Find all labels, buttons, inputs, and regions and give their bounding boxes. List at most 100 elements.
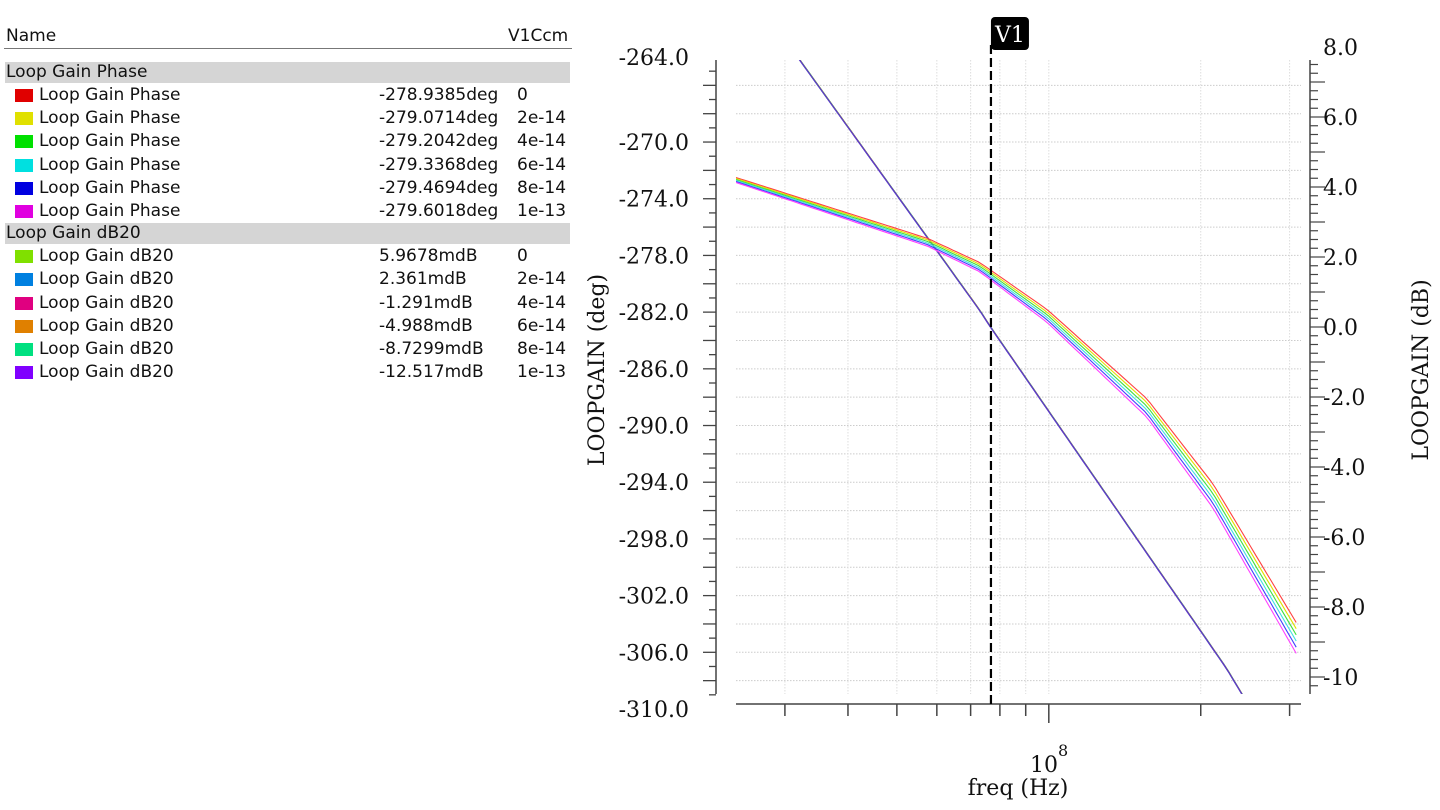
color-swatch [15, 89, 33, 102]
signal-value: 2.361mdB [379, 269, 467, 290]
left-tick-label: -290.0 [619, 415, 689, 440]
signal-value: -278.9385deg [379, 85, 499, 105]
right-axis-title: LOOPGAIN (dB) [1409, 279, 1434, 460]
legend-row[interactable]: Loop Gain Phase -279.0714deg 2e-14 [0, 107, 580, 130]
phase-curve [736, 179, 1297, 642]
signal-name: Loop Gain Phase [39, 108, 181, 129]
param-value: 1e-13 [517, 362, 567, 383]
phase-curve [736, 176, 1297, 623]
signal-name: Loop Gain dB20 [39, 362, 174, 383]
x-tick-label: 108 [1030, 741, 1068, 778]
signal-value: -279.3368deg [379, 154, 499, 175]
left-tick-label: -274.0 [619, 188, 689, 213]
signal-name: Loop Gain dB20 [39, 315, 174, 336]
legend-row[interactable]: Loop Gain Phase -279.2042deg 4e-14 [0, 130, 580, 153]
left-axis-title: LOOPGAIN (deg) [585, 274, 610, 466]
legend-row[interactable]: Loop Gain dB20 2.361mdB 2e-14 [0, 268, 580, 291]
signal-value: -279.4694deg [379, 177, 499, 198]
left-tick-label: -270.0 [619, 131, 689, 156]
name-column-header[interactable]: Name [6, 26, 57, 46]
param-value: 0 [517, 85, 528, 105]
marker-label-box[interactable] [990, 17, 1029, 50]
right-tick-label: -2.0 [1323, 386, 1365, 411]
left-tick-label: -278.0 [619, 244, 689, 269]
x-tick-exp: 8 [1058, 741, 1068, 760]
phase-curve [736, 177, 1297, 629]
param-value: 2e-14 [517, 108, 567, 129]
left-tick-label: -298.0 [619, 528, 689, 553]
color-swatch [15, 205, 33, 218]
color-swatch [15, 366, 33, 380]
right-tick-label: 8.0 [1323, 36, 1358, 61]
right-tick-label: -8.0 [1323, 596, 1365, 621]
plot-area [736, 60, 1297, 694]
right-tick-label: 0.0 [1323, 316, 1358, 341]
gain-curve [799, 60, 1243, 694]
color-swatch [15, 319, 33, 333]
color-swatch [15, 343, 33, 356]
color-swatch [15, 296, 33, 310]
param-value: 0 [517, 246, 528, 267]
signal-value: -279.6018deg [379, 201, 499, 221]
right-tick-label: -4.0 [1323, 456, 1365, 481]
legend-group-header[interactable]: Loop Gain dB20 [5, 223, 570, 245]
left-tick-label: -282.0 [619, 301, 689, 326]
param-column-header[interactable]: V1Ccm [508, 26, 569, 46]
color-swatch [15, 158, 33, 172]
signal-value: -1.291mdB [379, 292, 473, 313]
param-value: 1e-13 [517, 201, 567, 221]
gain-curve [798, 60, 1243, 694]
right-tick-label: -6.0 [1323, 526, 1365, 551]
right-tick-label: 2.0 [1323, 246, 1358, 271]
left-tick-label: -286.0 [619, 358, 689, 383]
phase-curve [736, 180, 1297, 648]
signal-name: Loop Gain dB20 [39, 292, 174, 313]
legend-row[interactable]: Loop Gain dB20 -1.291mdB 4e-14 [0, 292, 580, 315]
left-tick-label: -264.0 [619, 46, 689, 71]
param-value: 6e-14 [517, 315, 567, 336]
signal-name: Loop Gain Phase [39, 154, 181, 175]
param-value: 8e-14 [517, 177, 567, 198]
x-tick-base: 10 [1030, 753, 1058, 778]
gain-curve [799, 60, 1243, 694]
legend-row[interactable]: Loop Gain Phase -279.4694deg 8e-14 [0, 177, 580, 200]
signal-value: -4.988mdB [379, 315, 473, 336]
phase-curve [736, 181, 1297, 654]
left-tick-label: -306.0 [619, 641, 689, 666]
phase-curve [736, 178, 1297, 636]
signal-name: Loop Gain Phase [39, 177, 181, 198]
legend-row[interactable]: Loop Gain dB20 -4.988mdB 6e-14 [0, 315, 580, 338]
color-swatch [15, 112, 33, 126]
legend-row[interactable]: Loop Gain dB20 -8.7299mdB 8e-14 [0, 338, 580, 361]
param-value: 2e-14 [517, 269, 567, 290]
legend-row[interactable]: Loop Gain dB20 -12.517mdB 1e-13 [0, 361, 580, 384]
color-swatch [15, 273, 33, 287]
legend-row[interactable]: Loop Gain Phase -279.3368deg 6e-14 [0, 154, 580, 177]
legend-row[interactable]: Loop Gain dB20 5.9678mdB 0 [0, 245, 580, 268]
signal-name: Loop Gain Phase [39, 85, 181, 105]
param-value: 8e-14 [517, 339, 567, 359]
param-value: 4e-14 [517, 131, 567, 152]
right-tick-label: 6.0 [1323, 106, 1358, 131]
right-tick-label: 4.0 [1323, 176, 1358, 201]
param-value: 6e-14 [517, 154, 567, 175]
signal-value: 5.9678mdB [379, 246, 478, 267]
x-axis-title: freq (Hz) [968, 776, 1069, 801]
right-tick-label: -10 [1323, 666, 1358, 691]
gain-curve [798, 60, 1243, 694]
signal-name: Loop Gain dB20 [39, 339, 174, 359]
color-swatch [15, 135, 33, 149]
left-tick-label: -302.0 [619, 585, 689, 610]
signal-name: Loop Gain dB20 [39, 269, 174, 290]
legend-group-header[interactable]: Loop Gain Phase [5, 62, 570, 83]
signal-value: -12.517mdB [379, 362, 484, 383]
legend-row[interactable]: Loop Gain Phase -278.9385deg 0 [0, 84, 580, 107]
marker-label: V1 [994, 23, 1025, 48]
legend-row[interactable]: Loop Gain Phase -279.6018deg 1e-13 [0, 200, 580, 223]
gain-curve [799, 60, 1243, 694]
signal-name: Loop Gain dB20 [39, 246, 174, 267]
color-swatch [15, 250, 33, 264]
signal-name: Loop Gain Phase [39, 131, 181, 152]
color-swatch [15, 181, 33, 195]
